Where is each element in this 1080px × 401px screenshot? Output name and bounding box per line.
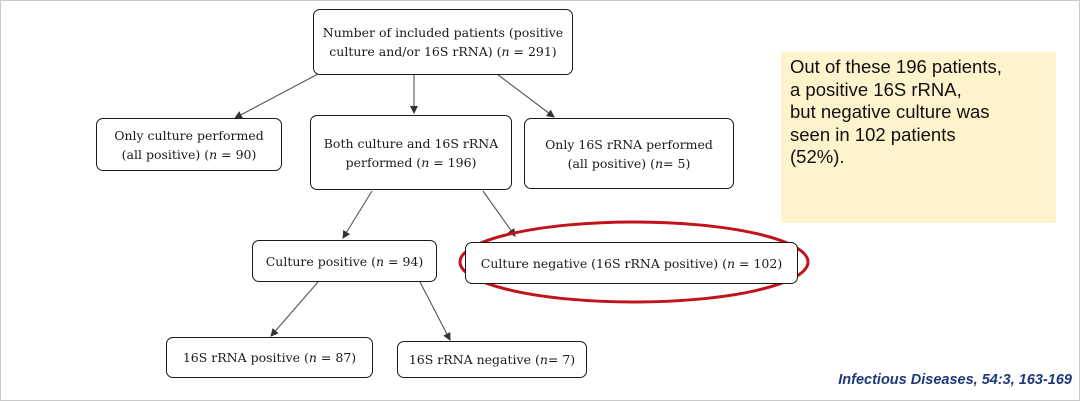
node-16s-positive: 16S rRNA positive (n = 87) [166, 337, 373, 378]
arrow-culture-pos-to-16s-pos [270, 281, 319, 337]
node-only-culture: Only culture performed (all positive) (n… [96, 118, 282, 171]
arrow-both-to-culture-pos [342, 190, 373, 239]
node-only-16s-line2: (all positive) (n= 5) [567, 155, 691, 171]
node-culture-positive-text: Culture positive (n = 94) [265, 253, 424, 269]
node-both-performed: Both culture and 16S rRNA performed (n =… [310, 115, 512, 190]
node-both-performed-line2: performed (n = 196) [345, 154, 477, 170]
node-only-culture-line2: (all positive) (n = 90) [121, 146, 257, 162]
node-only-culture-line1: Only culture performed [114, 127, 264, 143]
callout-line: seen in 102 patients [790, 123, 956, 145]
citation: Infectious Diseases, 54:3, 163-169 [838, 372, 1072, 388]
callout-note: Out of these 196 patients, a positive 16… [781, 52, 1056, 223]
node-culture-positive: Culture positive (n = 94) [252, 240, 437, 282]
callout-line: but negative culture was [790, 101, 990, 122]
arrow-root-to-only-culture [234, 73, 319, 119]
node-included-patients-line1: Number of included patients (positive [322, 25, 564, 40]
arrow-both-to-culture-neg [482, 190, 516, 237]
node-culture-negative-text: Culture negative (16S rRNA positive) (n … [480, 255, 783, 271]
node-16s-positive-text: 16S rRNA positive (n = 87) [182, 350, 357, 365]
callout-line: a positive 16S rRNA, [790, 78, 962, 100]
node-both-performed-line1: Both culture and 16S rRNA [323, 135, 499, 151]
node-16s-negative: 16S rRNA negative (n= 7) [397, 341, 587, 378]
callout-line: Out of these 196 patients, [790, 56, 1002, 77]
node-only-16s: Only 16S rRNA performed (all positive) (… [524, 118, 734, 189]
node-16s-negative-text: 16S rRNA negative (n= 7) [408, 352, 576, 367]
arrow-root-to-only-16s [496, 73, 555, 118]
highlight-ellipse [458, 220, 810, 304]
node-included-patients-line2: culture and/or 16S rRNA) (n = 291) [329, 44, 557, 59]
arrow-culture-pos-to-16s-neg [419, 281, 451, 341]
node-culture-negative: Culture negative (16S rRNA positive) (n … [465, 242, 798, 284]
node-only-16s-line1: Only 16S rRNA performed [545, 136, 713, 152]
callout-line: (52%). [790, 146, 845, 167]
node-included-patients: Number of included patients (positive cu… [313, 9, 573, 75]
